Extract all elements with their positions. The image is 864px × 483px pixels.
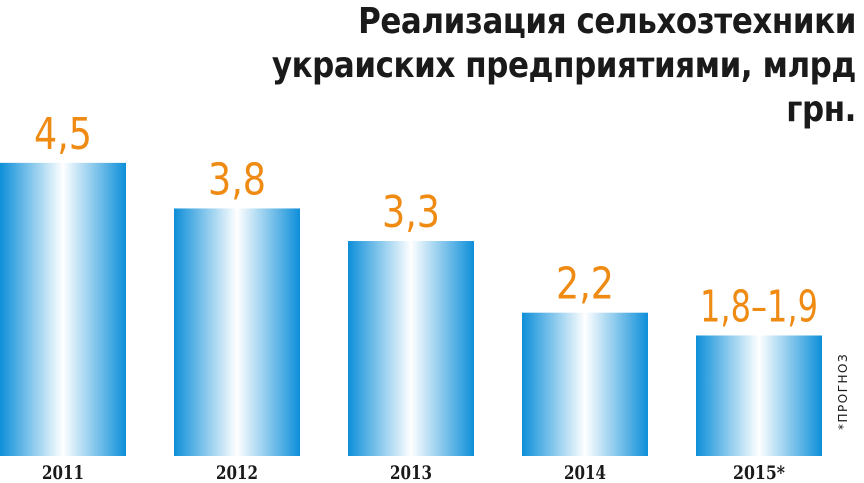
value-label: 1,8–1,9 xyxy=(700,281,818,332)
value-label: 4,5 xyxy=(34,109,92,160)
bar-2012 xyxy=(174,208,300,456)
bar-2011 xyxy=(0,162,126,456)
year-label: 2014 xyxy=(564,462,606,483)
year-labels-group: 2011 2012 2013 2014 2015* xyxy=(42,462,785,483)
value-label: 2,2 xyxy=(556,259,614,310)
bar-2013 xyxy=(348,241,474,456)
value-label: 3,3 xyxy=(382,187,440,238)
bar-2015 xyxy=(696,335,822,456)
year-label: 2012 xyxy=(216,462,258,483)
chart-title-line-1: Реализация сельхозтехники xyxy=(358,1,856,42)
bar-2014 xyxy=(522,312,648,456)
chart-title: Реализация сельхозтехники украиских пред… xyxy=(254,0,857,132)
year-label: 2015* xyxy=(733,462,785,483)
value-label: 3,8 xyxy=(208,154,266,205)
year-label: 2011 xyxy=(42,462,84,483)
bars-group xyxy=(0,162,822,456)
value-labels-group: 4,5 3,8 3,3 2,2 1,8–1,9 xyxy=(34,109,818,333)
chart-title-line-2: украиских предприятиями, млрд грн. xyxy=(271,45,857,130)
year-label: 2013 xyxy=(390,462,432,483)
forecast-footnote: *ПРОГНОЗ xyxy=(836,352,850,430)
